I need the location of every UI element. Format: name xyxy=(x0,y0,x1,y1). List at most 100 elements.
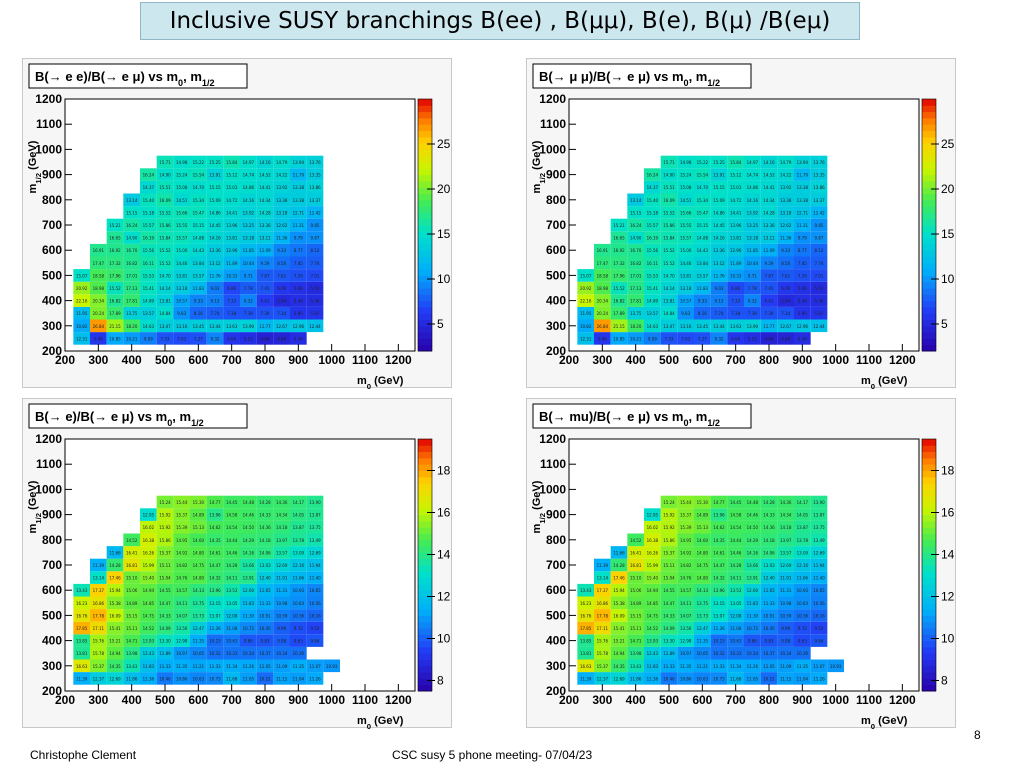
cell-value-label: 15.55 xyxy=(176,223,188,228)
cell-value-label: 15.11 xyxy=(630,626,642,631)
cell-value-label: 14.17 xyxy=(797,500,809,505)
heatmap-cell xyxy=(577,583,594,597)
cell-value-label: 13.57 xyxy=(697,273,709,278)
heatmap-cell xyxy=(694,256,711,270)
heatmap-cell xyxy=(206,332,224,345)
x-tick-label: 900 xyxy=(288,353,308,367)
cell-value-label: 15.94 xyxy=(109,588,121,593)
heatmap-cell xyxy=(156,659,174,673)
cell-value-label: 11.21 xyxy=(697,664,709,669)
cell-value-label: 15.00 xyxy=(176,248,188,253)
cell-value-label: 15.30 xyxy=(193,500,205,505)
heatmap-cell xyxy=(173,231,190,244)
cell-value-label: 12.47 xyxy=(697,626,709,631)
heatmap-cell xyxy=(594,596,611,610)
heatmap-cell xyxy=(577,596,594,610)
cell-value-label: 11.95 xyxy=(580,311,592,316)
heatmap-cell xyxy=(206,634,224,647)
cell-value-label: 15.52 xyxy=(159,261,171,266)
heatmap-cell xyxy=(123,571,140,584)
colorbar-segment xyxy=(418,143,432,150)
heatmap-cell xyxy=(660,168,678,181)
heatmap-cell xyxy=(223,621,240,635)
cell-value-label: 11.33 xyxy=(663,664,675,669)
cell-value-label: 10.33 xyxy=(226,273,238,278)
heatmap-cell xyxy=(223,508,240,521)
y-tick-label: 900 xyxy=(546,508,566,522)
cell-value-label: 14.18 xyxy=(259,538,271,543)
colorbar-segment xyxy=(922,143,936,150)
cell-value-label: 5.36 xyxy=(815,299,824,304)
heatmap-cell xyxy=(660,571,678,584)
heatmap-cell xyxy=(810,269,828,282)
heatmap-cell xyxy=(206,243,224,257)
colorbar-segment xyxy=(922,281,936,289)
cell-value-label: 15.99 xyxy=(143,563,155,568)
heatmap-cell xyxy=(173,546,190,559)
cell-value-label: 13.76 xyxy=(813,160,825,165)
cell-value-label: 17.01 xyxy=(126,273,138,278)
heatmap-cell xyxy=(660,231,678,244)
cell-value-label: 10.57 xyxy=(680,299,692,304)
heatmap-cell xyxy=(794,571,811,584)
heatmap-cell xyxy=(90,596,107,610)
cell-value-label: 13.66 xyxy=(243,563,255,568)
y-tick-label: 500 xyxy=(42,608,62,622)
cell-value-label: 16.23 xyxy=(76,601,88,606)
heatmap-cell xyxy=(306,659,324,673)
heatmap-cell xyxy=(273,168,290,181)
y-tick-label: 400 xyxy=(546,634,566,648)
cell-value-label: 14.80 xyxy=(697,576,709,581)
cell-value-label: 9.79 xyxy=(798,236,807,241)
heatmap-cell xyxy=(123,319,140,333)
heatmap-cell xyxy=(156,571,174,584)
cell-value-label: 15.51 xyxy=(663,185,675,190)
colorbar-segment xyxy=(418,99,432,106)
x-tick-label: 700 xyxy=(726,693,746,707)
cell-value-label: 11.35 xyxy=(697,639,709,644)
heatmap-cell xyxy=(290,243,307,257)
cell-value-label: 13.75 xyxy=(630,311,642,316)
colorbar-segment xyxy=(418,250,432,257)
colorbar-tick-label: 18 xyxy=(941,464,955,478)
heatmap-cell xyxy=(677,621,694,635)
cell-value-label: 11.08 xyxy=(730,626,742,631)
heatmap-cell xyxy=(290,155,307,169)
cell-value-label: 7.41 xyxy=(261,286,270,291)
cell-value-label: 10.85 xyxy=(109,336,121,341)
cell-value-label: 14.35 xyxy=(613,664,625,669)
cell-value-label: 20.34 xyxy=(93,299,105,304)
cell-value-label: 15.10 xyxy=(630,576,642,581)
heatmap-cell xyxy=(727,558,744,572)
cell-value-label: 20.24 xyxy=(93,311,105,316)
cell-value-label: 11.83 xyxy=(697,286,709,291)
colorbar-segment xyxy=(922,439,936,446)
heatmap-cell xyxy=(610,269,628,282)
cell-value-label: 16.38 xyxy=(647,538,659,543)
heatmap-cell xyxy=(223,193,240,207)
heatmap-cell xyxy=(644,621,661,635)
colorbar-segment xyxy=(418,514,432,522)
heatmap-cell xyxy=(760,533,778,547)
y-tick-label: 1200 xyxy=(35,92,62,106)
colorbar-segment xyxy=(418,187,432,194)
y-tick-label: 600 xyxy=(546,583,566,597)
heatmap-cell xyxy=(727,218,744,232)
cell-value-label: 14.36 xyxy=(763,525,775,530)
cell-value-label: 13.92 xyxy=(747,210,759,215)
heatmap-cell xyxy=(256,193,274,207)
cell-value-label: 13.14 xyxy=(597,576,609,581)
cell-value-label: 14.34 xyxy=(780,513,792,518)
colorbar-segment xyxy=(922,250,936,257)
cell-value-label: 13.15 xyxy=(209,601,221,606)
cell-value-label: 12.60 xyxy=(747,588,759,593)
cell-value-label: 11.65 xyxy=(259,588,271,593)
cell-value-label: 11.83 xyxy=(143,664,155,669)
heatmap-cell xyxy=(156,319,174,333)
cell-value-label: 13.90 xyxy=(243,324,255,329)
colorbar-segment xyxy=(418,225,432,232)
heatmap-cell xyxy=(627,634,644,647)
cell-value-label: 10.21 xyxy=(126,336,138,341)
cell-value-label: 16.19 xyxy=(143,236,155,241)
cell-value-label: 11.34 xyxy=(730,664,742,669)
